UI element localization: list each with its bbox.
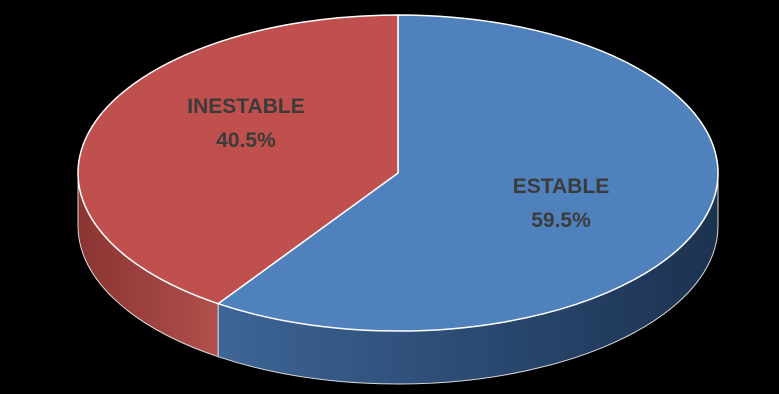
pie-slice-estable — [216, 14, 719, 332]
pie-labels: ESTABLE 59.5% INESTABLE 40.5% — [187, 95, 609, 232]
slice-label-estable-value: 59.5% — [531, 209, 591, 232]
slice-label-inestable-name: INESTABLE — [187, 95, 304, 118]
slice-label-estable-name: ESTABLE — [513, 175, 609, 198]
pie-slice-inestable — [77, 14, 399, 305]
slice-label-inestable-value: 40.5% — [216, 129, 276, 152]
pie-tops — [77, 14, 719, 332]
